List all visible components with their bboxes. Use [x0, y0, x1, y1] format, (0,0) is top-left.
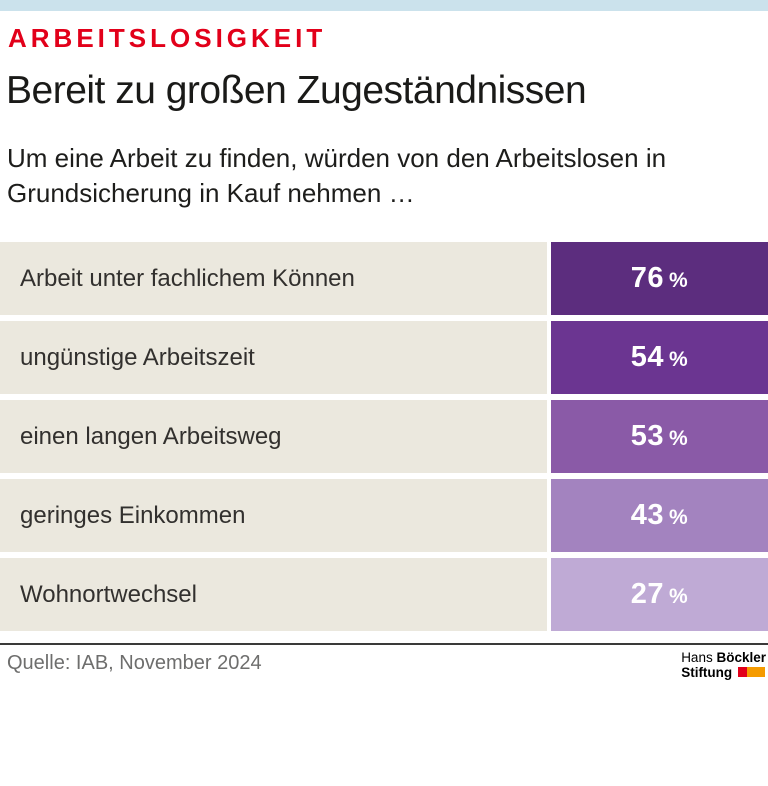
subtitle: Um eine Arbeit zu finden, würden von den…	[7, 141, 666, 211]
value-unit: %	[669, 427, 689, 450]
value-unit: %	[669, 348, 689, 371]
category-label: Wohnortwechsel	[0, 558, 547, 631]
hans-boeckler-stiftung-logo: Hans Böckler Stiftung	[681, 650, 766, 680]
logo-name-regular: Hans	[681, 650, 717, 665]
top-accent-bar	[0, 0, 768, 11]
logo-orange-square	[747, 667, 766, 677]
category-label: geringes Einkommen	[0, 479, 547, 552]
subtitle-line-2: Grundsicherung in Kauf nehmen …	[7, 178, 415, 208]
value-bar: 27%	[551, 558, 768, 631]
chart-row: ungünstige Arbeitszeit 54%	[0, 321, 768, 394]
value-number: 54	[630, 341, 665, 373]
page-title: Bereit zu großen Zugeständnissen	[6, 69, 587, 112]
value-label: 54%	[631, 341, 688, 374]
kicker: ARBEITSLOSIGKEIT	[8, 23, 327, 53]
chart-row: geringes Einkommen 43%	[0, 479, 768, 552]
value-number: 53	[630, 420, 665, 452]
value-unit: %	[669, 269, 689, 292]
value-bar: 53%	[551, 400, 768, 473]
value-label: 76%	[631, 262, 688, 295]
logo-line-2: Stiftung	[681, 665, 766, 680]
value-unit: %	[669, 506, 689, 529]
subtitle-line-1: Um eine Arbeit zu finden, würden von den…	[7, 143, 667, 173]
category-label: ungünstige Arbeitszeit	[0, 321, 547, 394]
logo-name-bold: Böckler	[716, 650, 766, 665]
value-number: 76	[630, 262, 665, 294]
category-label: Arbeit unter fachlichem Können	[0, 242, 547, 315]
category-label: einen langen Arbeitsweg	[0, 400, 547, 473]
value-number: 27	[630, 578, 665, 610]
footer-divider	[0, 643, 768, 645]
chart-row: einen langen Arbeitsweg 53%	[0, 400, 768, 473]
logo-line-1: Hans Böckler	[681, 650, 766, 665]
value-label: 53%	[631, 420, 688, 453]
logo-red-square	[738, 667, 748, 677]
value-unit: %	[669, 585, 689, 608]
value-label: 43%	[631, 499, 688, 532]
value-number: 43	[630, 499, 665, 531]
bar-chart: Arbeit unter fachlichem Können 76% ungün…	[0, 242, 768, 637]
value-bar: 76%	[551, 242, 768, 315]
logo-stiftung: Stiftung	[681, 665, 733, 680]
value-bar: 54%	[551, 321, 768, 394]
value-bar: 43%	[551, 479, 768, 552]
value-label: 27%	[631, 578, 688, 611]
chart-row: Wohnortwechsel 27%	[0, 558, 768, 631]
chart-row: Arbeit unter fachlichem Können 76%	[0, 242, 768, 315]
source-note: Quelle: IAB, November 2024	[7, 652, 262, 674]
